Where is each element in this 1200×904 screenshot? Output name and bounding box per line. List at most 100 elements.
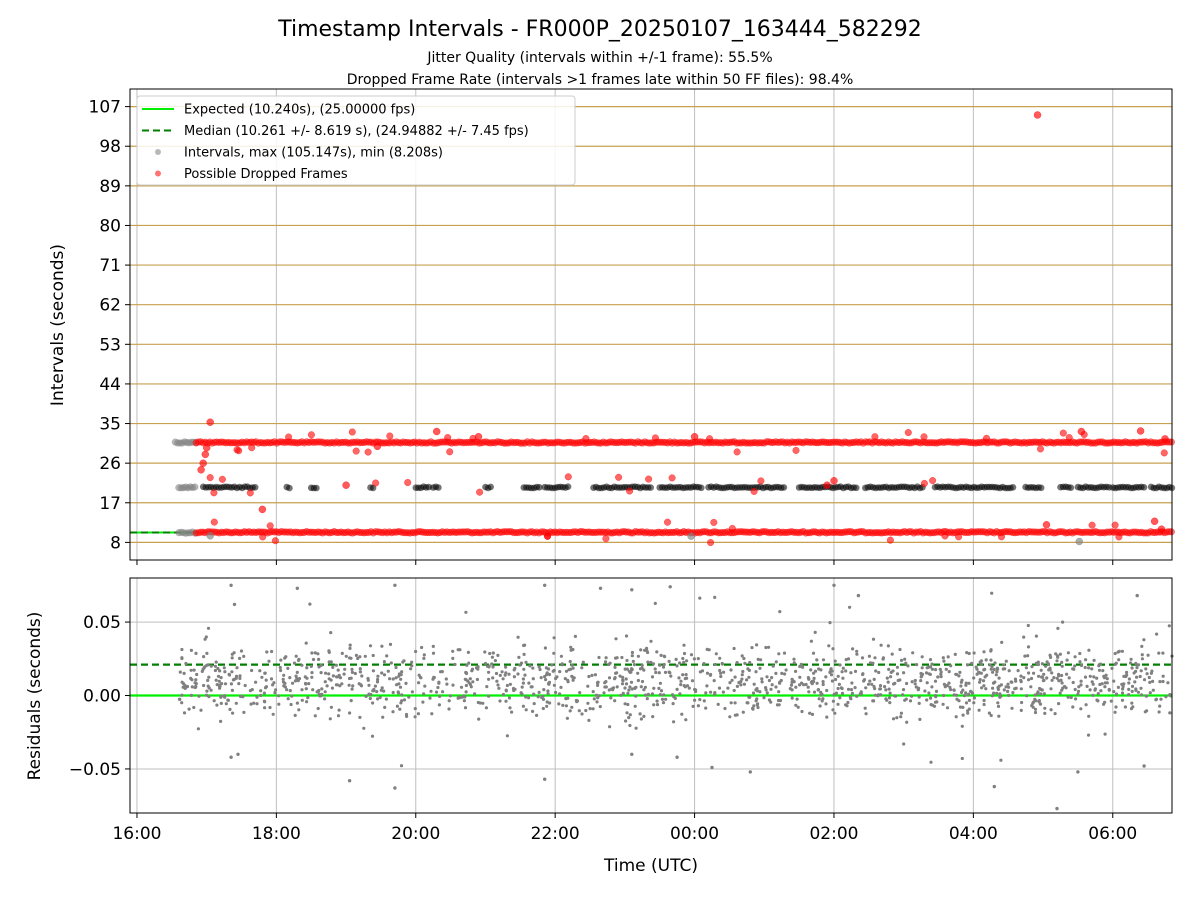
residual-point <box>1046 662 1051 666</box>
residual-point <box>381 715 385 719</box>
residual-point <box>999 758 1003 762</box>
dropped-frame-point <box>444 434 452 442</box>
residual-point <box>237 682 241 686</box>
residual-point <box>1020 700 1024 705</box>
residual-point <box>748 660 752 665</box>
residual-point <box>597 694 601 698</box>
interval-point <box>687 532 695 540</box>
residual-point <box>979 659 984 663</box>
residual-point <box>349 699 353 703</box>
residual-point <box>1024 666 1028 670</box>
residual-point <box>495 679 499 683</box>
dropped-frame-point <box>404 478 412 487</box>
residual-point <box>904 661 908 665</box>
dropped-frame-point <box>348 428 356 436</box>
residual-point <box>1097 664 1101 668</box>
residual-point <box>1130 689 1134 694</box>
residual-point <box>964 691 968 695</box>
residual-point <box>278 665 282 670</box>
residual-point <box>662 662 666 667</box>
residual-point <box>713 692 717 696</box>
residual-point <box>505 683 509 688</box>
residual-point <box>255 695 259 699</box>
residual-point <box>1006 682 1010 686</box>
interval-point <box>191 483 199 491</box>
residual-point <box>528 664 532 668</box>
residual-point <box>817 697 821 701</box>
residual-point <box>382 673 387 677</box>
residual-point <box>704 706 708 710</box>
residual-point <box>487 670 491 674</box>
residual-point <box>625 667 629 671</box>
residual-point <box>565 716 570 720</box>
residual-point <box>771 664 775 668</box>
residual-point <box>1140 653 1144 657</box>
residual-point <box>867 654 872 658</box>
residual-point <box>197 694 201 698</box>
residual-point <box>1117 658 1121 662</box>
residual-point <box>778 610 782 614</box>
residual-point <box>1142 764 1146 768</box>
residual-point <box>645 697 649 701</box>
dropped-frame-point <box>564 473 572 481</box>
residual-point <box>1033 710 1038 715</box>
residual-point <box>1095 698 1099 702</box>
residual-point <box>1113 662 1117 666</box>
residual-point <box>790 696 794 700</box>
residual-point <box>238 676 242 681</box>
residual-point <box>182 671 186 676</box>
residual-point <box>784 668 788 672</box>
residual-point <box>262 691 266 695</box>
residual-point <box>970 661 974 665</box>
residual-point <box>471 680 475 684</box>
residual-point <box>1140 644 1144 649</box>
residual-point <box>1121 687 1125 691</box>
residual-point <box>189 648 193 653</box>
residual-point <box>1079 679 1083 683</box>
x-tick-label: 18:00 <box>252 824 301 844</box>
residual-point <box>294 674 298 678</box>
residual-point <box>910 694 914 698</box>
residual-point <box>838 663 842 667</box>
residual-point <box>259 689 263 693</box>
residual-point <box>917 701 921 706</box>
residual-point <box>1056 626 1060 631</box>
residual-point <box>571 678 575 682</box>
residual-point <box>868 661 873 665</box>
residual-point <box>621 691 625 696</box>
residual-point <box>1084 658 1088 662</box>
residual-point <box>1083 665 1087 670</box>
residual-point <box>944 667 948 671</box>
residual-point <box>692 657 697 661</box>
intervals-y-tick-label: 71 <box>99 256 121 276</box>
residual-point <box>954 693 959 697</box>
residual-point <box>1129 657 1133 661</box>
residual-point <box>611 686 616 690</box>
residual-point <box>941 656 945 660</box>
residual-point <box>684 673 688 677</box>
dropped-frame-point <box>651 434 659 442</box>
residual-point <box>760 680 764 684</box>
residual-point <box>802 683 806 687</box>
residual-point <box>769 687 773 691</box>
residual-point <box>539 676 543 680</box>
residual-point <box>879 693 883 697</box>
residual-point <box>846 687 851 691</box>
residual-point <box>898 647 902 652</box>
residual-point <box>336 714 341 718</box>
residual-point <box>1014 686 1018 690</box>
residuals-y-tick-label: 0.00 <box>83 687 121 707</box>
dropped-frame-point <box>197 466 205 474</box>
residual-point <box>1078 651 1082 656</box>
residual-point <box>558 692 562 696</box>
residual-point <box>668 671 672 675</box>
residual-point <box>811 651 816 655</box>
residual-point <box>792 657 796 661</box>
residual-point <box>566 696 570 700</box>
residual-point <box>1116 650 1120 654</box>
residual-point <box>1002 663 1006 667</box>
residual-point <box>434 690 439 694</box>
residual-point <box>850 681 854 685</box>
residual-point <box>664 697 668 701</box>
residual-point <box>740 673 744 677</box>
